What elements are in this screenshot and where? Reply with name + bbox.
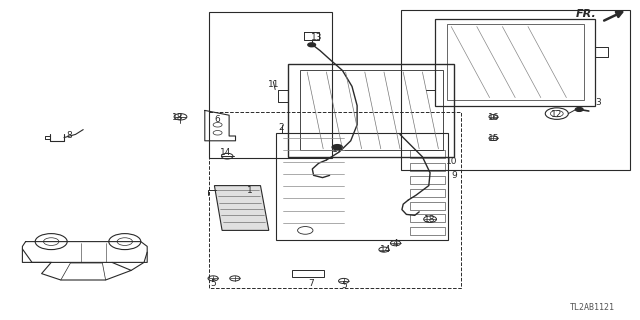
Text: 7: 7	[308, 279, 314, 288]
Text: FR.: FR.	[576, 9, 596, 19]
Text: 4: 4	[393, 239, 398, 248]
Text: 2: 2	[279, 123, 284, 132]
Text: 15: 15	[488, 134, 500, 143]
Text: TL2AB1121: TL2AB1121	[570, 303, 614, 312]
Circle shape	[308, 43, 316, 47]
Text: 12: 12	[551, 110, 563, 119]
Text: 14: 14	[380, 245, 391, 254]
Circle shape	[575, 108, 583, 111]
Text: 10: 10	[446, 157, 458, 166]
Text: 13: 13	[311, 33, 323, 42]
Circle shape	[332, 145, 342, 150]
Text: 18: 18	[424, 215, 436, 224]
Text: 5: 5	[341, 281, 346, 290]
Text: 1: 1	[247, 186, 252, 195]
Text: 17: 17	[332, 145, 344, 154]
Text: 6: 6	[215, 116, 220, 124]
Text: 3: 3	[596, 98, 601, 107]
Text: 14: 14	[220, 148, 231, 157]
Text: 18: 18	[172, 113, 184, 122]
Text: 8: 8	[67, 131, 72, 140]
Text: 11: 11	[268, 80, 280, 89]
Text: 16: 16	[488, 113, 500, 122]
Text: 5: 5	[211, 279, 216, 288]
Text: 9: 9	[452, 171, 457, 180]
Polygon shape	[214, 186, 269, 230]
